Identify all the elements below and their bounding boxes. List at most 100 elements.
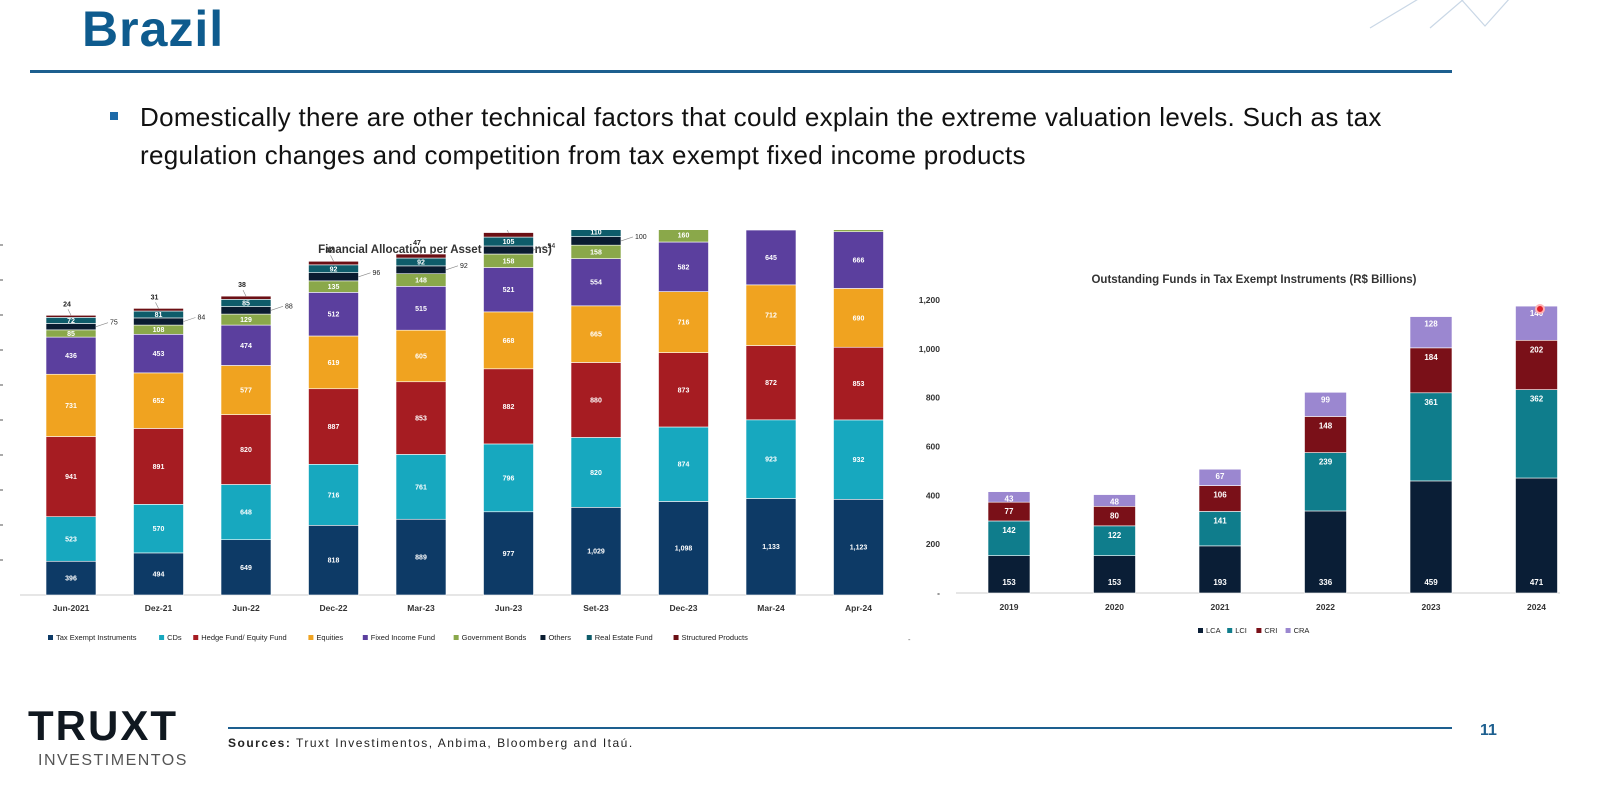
data-label: 158 bbox=[590, 249, 602, 256]
bar-cra-2023 bbox=[1409, 316, 1453, 349]
sources-note: Sources: Truxt Investimentos, Anbima, Bl… bbox=[228, 736, 634, 750]
legend-label: Equities bbox=[316, 633, 343, 642]
leader-line bbox=[67, 309, 72, 316]
bar-government-bonds-dec-23 bbox=[658, 230, 709, 243]
data-label: 92 bbox=[330, 266, 338, 273]
x-tick-label: 2019 bbox=[1000, 602, 1019, 612]
data-label: 239 bbox=[1319, 458, 1333, 467]
bar-cds-set-23 bbox=[570, 437, 622, 508]
bar-tax-exempt-instruments-dez-21 bbox=[133, 552, 184, 596]
data-label: 648 bbox=[240, 510, 252, 517]
data-label: 105 bbox=[503, 239, 515, 246]
data-label: 85 bbox=[242, 300, 250, 307]
bar-hedge-fund-equity-fund-mar-24 bbox=[745, 345, 797, 421]
data-label: 761 bbox=[415, 484, 427, 491]
data-label: 649 bbox=[240, 565, 252, 572]
data-label: 820 bbox=[590, 470, 602, 477]
chart1-left-ticks bbox=[0, 244, 3, 561]
legend-swatch bbox=[1285, 628, 1291, 633]
legend-label: Hedge Fund/ Equity Fund bbox=[201, 633, 286, 642]
data-label: 716 bbox=[678, 320, 690, 327]
bar-equities-jun-2021 bbox=[45, 373, 97, 437]
bar-structured-products-jun-22 bbox=[220, 295, 272, 300]
bar-fixed-income-fund-apr-24 bbox=[833, 231, 884, 289]
y-tick-label: 200 bbox=[926, 539, 940, 549]
data-label: 100 bbox=[635, 234, 647, 241]
bullet-marker bbox=[110, 112, 118, 120]
legend-swatch bbox=[48, 635, 53, 640]
data-label: 977 bbox=[503, 551, 515, 558]
legend-label: CRA bbox=[1294, 626, 1310, 635]
data-label: 1,029 bbox=[587, 549, 605, 556]
x-tick-label: Jun-2021 bbox=[53, 603, 90, 613]
data-label: 874 bbox=[678, 462, 690, 469]
data-label: 110 bbox=[590, 230, 601, 236]
legend-label: Tax Exempt Instruments bbox=[56, 633, 137, 642]
bar-others-jun-23 bbox=[483, 245, 534, 255]
data-label: 882 bbox=[503, 404, 515, 411]
data-label: 515 bbox=[415, 306, 427, 313]
legend-label: Structured Products bbox=[682, 633, 749, 642]
bar-lca-2020 bbox=[1093, 555, 1136, 594]
leader-line bbox=[270, 306, 284, 311]
data-label: 85 bbox=[67, 331, 75, 338]
legend-swatch bbox=[159, 635, 165, 640]
bar-cds-jun-22 bbox=[220, 484, 272, 541]
data-label: 887 bbox=[328, 424, 340, 431]
cursor-indicator bbox=[1535, 304, 1545, 314]
sources-text: Truxt Investimentos, Anbima, Bloomberg a… bbox=[295, 736, 634, 750]
bar-hedge-fund-equity-fund-jun-2021 bbox=[45, 436, 97, 518]
x-tick-label: 2024 bbox=[1527, 602, 1546, 612]
tax-exempt-funds-chart: Outstanding Funds in Tax Exempt Instrume… bbox=[919, 274, 1560, 635]
leader-line bbox=[506, 230, 509, 233]
bar-equities-dec-23 bbox=[658, 291, 709, 353]
x-tick-label: Dec-23 bbox=[670, 603, 698, 613]
data-label: 202 bbox=[1530, 345, 1544, 354]
bar-equities-dez-21 bbox=[133, 372, 184, 429]
data-label: 81 bbox=[155, 312, 163, 319]
data-label: 453 bbox=[153, 351, 165, 358]
data-label: 72 bbox=[67, 318, 75, 325]
legend-label: LCI bbox=[1235, 626, 1247, 635]
data-label: 42 bbox=[326, 247, 334, 254]
data-label: 512 bbox=[328, 312, 340, 319]
bullet-text: Domestically there are other technical f… bbox=[140, 102, 1382, 170]
bar-cra-2022 bbox=[1304, 391, 1347, 417]
data-label: 716 bbox=[328, 492, 340, 499]
data-label: 148 bbox=[415, 278, 427, 285]
leader-line bbox=[155, 302, 159, 309]
data-label: 67 bbox=[1216, 472, 1225, 481]
y-tick-label: 800 bbox=[926, 393, 940, 403]
legend-extra-mark: - bbox=[908, 635, 911, 644]
data-label: 92 bbox=[460, 263, 468, 270]
data-label: 84 bbox=[198, 315, 206, 322]
data-label: 521 bbox=[503, 287, 515, 294]
leader-line bbox=[242, 289, 247, 297]
bar-cds-jun-23 bbox=[483, 443, 534, 513]
bar-tax-exempt-instruments-apr-24 bbox=[833, 499, 884, 596]
slide-title: Brazil bbox=[82, 1, 225, 57]
x-tick-label: 2022 bbox=[1316, 602, 1335, 612]
data-label: 619 bbox=[328, 360, 340, 367]
corner-decoration bbox=[1369, 0, 1510, 29]
bar-lci-2020 bbox=[1093, 525, 1136, 556]
leader-line bbox=[533, 245, 546, 251]
bar-cds-apr-24 bbox=[833, 419, 884, 500]
bar-hedge-fund-equity-fund-dez-21 bbox=[133, 428, 184, 505]
data-label: 47 bbox=[413, 240, 421, 247]
bar-cra-2021 bbox=[1198, 468, 1242, 486]
bar-hedge-fund-equity-fund-set-23 bbox=[570, 362, 622, 438]
y-tick-label: 1,000 bbox=[919, 344, 941, 354]
leader-line bbox=[445, 265, 459, 271]
bar-hedge-fund-equity-fund-mar-23 bbox=[395, 381, 447, 455]
leader-line bbox=[358, 272, 371, 278]
data-label: 645 bbox=[765, 255, 777, 262]
legend-swatch bbox=[1198, 628, 1203, 633]
data-label: 923 bbox=[765, 457, 777, 464]
financial-allocation-chart: Financial Allocation per Asset (R$ Billi… bbox=[0, 230, 911, 644]
leader-line bbox=[620, 236, 634, 242]
bar-equities-apr-24 bbox=[833, 288, 884, 348]
data-label: 605 bbox=[415, 353, 427, 360]
bar-cra-2019 bbox=[987, 491, 1031, 503]
bar-lca-2019 bbox=[987, 555, 1031, 594]
